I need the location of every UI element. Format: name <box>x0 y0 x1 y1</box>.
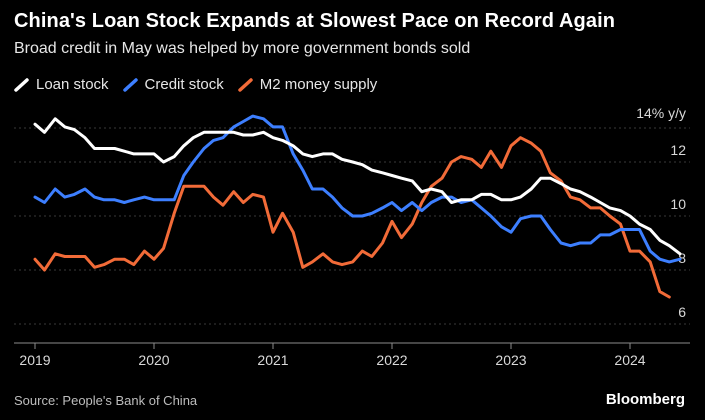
chart-subtitle: Broad credit in May was helped by more g… <box>14 40 471 57</box>
series-line-credit-stock <box>33 114 682 264</box>
chart-title: China's Loan Stock Expands at Slowest Pa… <box>14 10 616 32</box>
x-tick-label: 2021 <box>257 352 288 368</box>
x-tick-label: 2020 <box>138 352 169 368</box>
series-lines <box>33 114 682 299</box>
series-line-loan-stock <box>33 117 682 256</box>
legend-swatch-credit-stock <box>122 77 138 92</box>
y-tick-label: 8 <box>678 250 686 266</box>
legend-item-credit-stock: Credit stock <box>122 76 224 93</box>
legend-label-credit-stock: Credit stock <box>144 76 224 93</box>
legend: Loan stock Credit stock M2 money supply <box>14 76 377 93</box>
y-tick-label: 6 <box>678 304 686 320</box>
axis: 6 8 10 12 14% y/y 2019 2020 2021 2022 2023 2024 <box>14 105 690 368</box>
x-tick-label: 2023 <box>495 352 526 368</box>
grid-lines <box>14 127 690 325</box>
legend-label-loan-stock: Loan stock <box>36 76 109 93</box>
x-tick-label: 2024 <box>614 352 645 368</box>
legend-label-m2-money-supply: M2 money supply <box>259 76 378 93</box>
source-note: Source: People's Bank of China <box>14 393 198 408</box>
x-tick-label: 2019 <box>19 352 50 368</box>
bloomberg-logo: Bloomberg <box>605 391 685 408</box>
legend-item-loan-stock: Loan stock <box>14 76 109 93</box>
y-axis-label: 14% y/y <box>636 105 686 121</box>
y-tick-label: 12 <box>670 142 686 158</box>
legend-swatch-m2-money-supply <box>238 77 253 92</box>
x-tick-label: 2022 <box>376 352 407 368</box>
legend-item-m2-money-supply: M2 money supply <box>238 76 378 93</box>
legend-swatch-loan-stock <box>14 77 29 92</box>
y-tick-label: 10 <box>670 196 686 212</box>
